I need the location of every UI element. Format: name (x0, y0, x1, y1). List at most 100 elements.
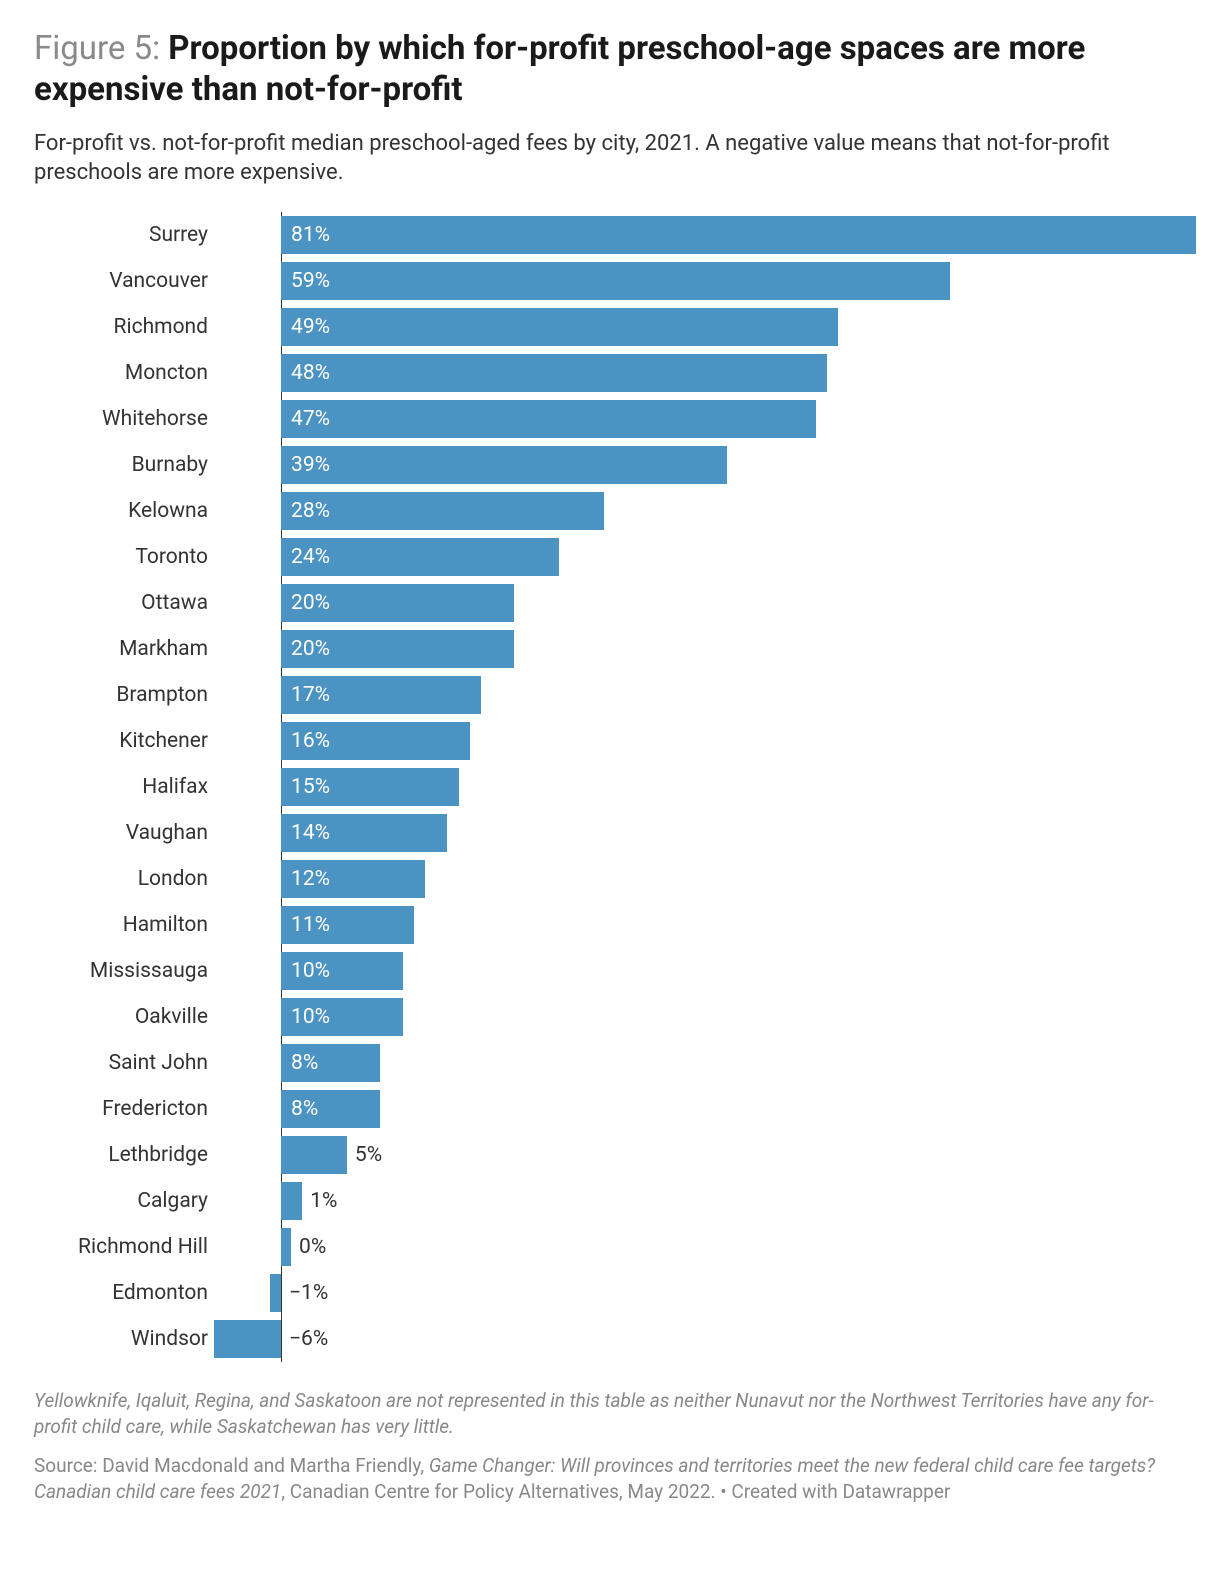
bar: 14% (281, 814, 447, 852)
figure-number: Figure 5: (34, 29, 160, 68)
category-label: Windsor (34, 1327, 214, 1351)
value-label: 10% (291, 1005, 330, 1029)
bar: 20% (281, 584, 514, 622)
plot-area: 5% (214, 1132, 1186, 1178)
value-label: 49% (291, 315, 330, 339)
plot-area: 16% (214, 718, 1186, 764)
plot-area: 24% (214, 534, 1186, 580)
chart-row: Mississauga 10% (34, 948, 1186, 994)
category-label: Lethbridge (34, 1143, 214, 1167)
bar: 39% (281, 446, 727, 484)
chart-row: Kitchener 16% (34, 718, 1186, 764)
bar: 24% (281, 538, 559, 576)
category-label: Mississauga (34, 959, 214, 983)
value-label: 1% (302, 1189, 337, 1213)
figure-subtitle: For-profit vs. not-for-profit median pre… (34, 129, 1186, 188)
value-label: 10% (291, 959, 330, 983)
plot-area: −6% (214, 1316, 1186, 1362)
figure-container: Figure 5: Proportion by which for-profit… (0, 0, 1220, 1524)
plot-area: 28% (214, 488, 1186, 534)
chart-row: Saint John 8% (34, 1040, 1186, 1086)
chart-row: Whitehorse 47% (34, 396, 1186, 442)
chart-row: Markham 20% (34, 626, 1186, 672)
plot-area: 17% (214, 672, 1186, 718)
category-label: Edmonton (34, 1281, 214, 1305)
value-label: 11% (291, 913, 330, 937)
category-label: Calgary (34, 1189, 214, 1213)
category-label: Whitehorse (34, 407, 214, 431)
plot-area: 49% (214, 304, 1186, 350)
chart-row: Kelowna28% (34, 488, 1186, 534)
plot-area: 8% (214, 1040, 1186, 1086)
plot-area: 81% (214, 212, 1186, 258)
figure-title: Figure 5: Proportion by which for-profit… (34, 28, 1186, 111)
bar: 12% (281, 860, 425, 898)
chart-row: Burnaby 39% (34, 442, 1186, 488)
value-label: 0% (291, 1235, 326, 1259)
plot-area: 47% (214, 396, 1186, 442)
plot-area: 39% (214, 442, 1186, 488)
category-label: Halifax (34, 775, 214, 799)
category-label: Fredericton (34, 1097, 214, 1121)
chart-row: Richmond Hill 0% (34, 1224, 1186, 1270)
value-label: 15% (291, 775, 330, 799)
category-label: Surrey (34, 223, 214, 247)
chart-row: Toronto24% (34, 534, 1186, 580)
bar: 10% (281, 952, 403, 990)
bar: 10% (281, 998, 403, 1036)
bar: 59% (281, 262, 950, 300)
value-label: 20% (291, 637, 330, 661)
chart-row: Richmond 49% (34, 304, 1186, 350)
value-label: 16% (291, 729, 330, 753)
plot-area: 14% (214, 810, 1186, 856)
category-label: Markham (34, 637, 214, 661)
plot-area: 8% (214, 1086, 1186, 1132)
value-label: 5% (347, 1143, 382, 1167)
bar: −6% (214, 1320, 281, 1358)
figure-source: Source: David Macdonald and Martha Frien… (34, 1453, 1186, 1504)
category-label: Richmond Hill (34, 1235, 214, 1259)
bar: 49% (281, 308, 838, 346)
bar-chart: Surrey81%Vancouver59%Richmond49%Moncton4… (34, 212, 1186, 1362)
chart-row: Vaughan 14% (34, 810, 1186, 856)
plot-area: 0% (214, 1224, 1186, 1270)
plot-area: 11% (214, 902, 1186, 948)
bar: 0% (281, 1228, 291, 1266)
category-label: Vaughan (34, 821, 214, 845)
chart-row: Vancouver 59% (34, 258, 1186, 304)
bar: 8% (281, 1044, 380, 1082)
plot-area: 59% (214, 258, 1186, 304)
source-prefix: Source: David Macdonald and Martha Frien… (34, 1454, 429, 1477)
plot-area: 1% (214, 1178, 1186, 1224)
figure-footnote: Yellowknife, Iqaluit, Regina, and Saskat… (34, 1388, 1186, 1439)
bar: 28% (281, 492, 604, 530)
category-label: London (34, 867, 214, 891)
chart-row: Oakville10% (34, 994, 1186, 1040)
bar: 5% (281, 1136, 347, 1174)
bar: 15% (281, 768, 459, 806)
value-label: 20% (291, 591, 330, 615)
bar: 81% (281, 216, 1196, 254)
category-label: Brampton (34, 683, 214, 707)
value-label: 8% (291, 1051, 318, 1075)
category-label: Richmond (34, 315, 214, 339)
category-label: Saint John (34, 1051, 214, 1075)
chart-row: Edmonton −1% (34, 1270, 1186, 1316)
chart-row: Surrey81% (34, 212, 1186, 258)
value-label: −1% (281, 1281, 328, 1305)
category-label: Burnaby (34, 453, 214, 477)
category-label: Kitchener (34, 729, 214, 753)
plot-area: 12% (214, 856, 1186, 902)
category-label: Vancouver (34, 269, 214, 293)
value-label: 59% (291, 269, 330, 293)
value-label: 28% (291, 499, 330, 523)
value-label: −6% (281, 1327, 328, 1351)
plot-area: 48% (214, 350, 1186, 396)
chart-row: Fredericton 8% (34, 1086, 1186, 1132)
category-label: Moncton (34, 361, 214, 385)
value-label: 8% (291, 1097, 318, 1121)
figure-title-text: Proportion by which for-profit preschool… (34, 29, 1085, 109)
value-label: 14% (291, 821, 330, 845)
bar: 47% (281, 400, 816, 438)
plot-area: 20% (214, 626, 1186, 672)
